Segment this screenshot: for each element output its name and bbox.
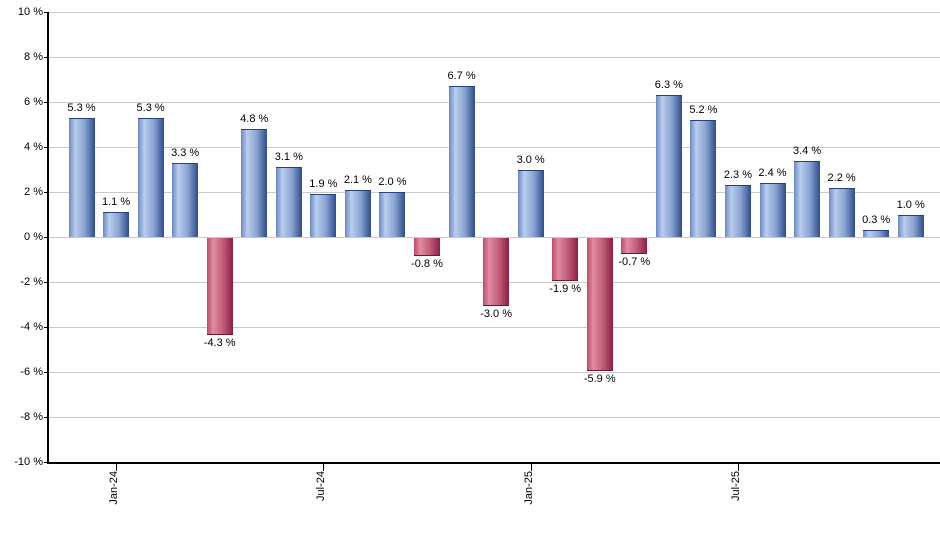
y-axis-line <box>47 12 49 464</box>
y-axis-label: -8 % <box>20 411 43 423</box>
y-gridline <box>48 237 940 238</box>
y-axis-tick <box>44 12 48 13</box>
x-axis-label: Jul-25 <box>729 471 742 501</box>
bar-value-label: 3.3 % <box>171 146 200 159</box>
bar <box>621 238 648 254</box>
bar <box>655 95 682 237</box>
x-axis-line <box>47 462 940 464</box>
bar <box>586 238 613 371</box>
y-axis-label: -10 % <box>14 456 43 468</box>
bar-value-label: 5.3 % <box>136 101 165 114</box>
bar <box>206 238 233 335</box>
bar-value-label: 5.2 % <box>689 104 718 116</box>
y-axis-label: 8 % <box>24 51 43 63</box>
y-axis-label: 2 % <box>24 186 43 198</box>
y-axis-tick <box>44 237 48 238</box>
y-gridline <box>48 147 940 148</box>
bar <box>68 117 95 237</box>
bar-value-label: 3.1 % <box>274 151 303 164</box>
bar <box>379 192 406 237</box>
bar-value-label: -3.0 % <box>480 307 512 320</box>
y-axis-label: 10 % <box>17 6 43 18</box>
bar <box>724 185 751 237</box>
bar-value-label: 2.2 % <box>827 171 856 184</box>
y-axis-tick <box>44 102 48 103</box>
y-axis-tick <box>44 372 48 373</box>
bar-value-label: 2.0 % <box>378 176 407 188</box>
bar <box>275 167 302 237</box>
bar-value-label: 4.8 % <box>240 113 269 125</box>
bar <box>344 189 371 237</box>
y-axis-label: 6 % <box>24 96 43 108</box>
y-axis-label: -2 % <box>20 276 43 288</box>
bar-value-label: 2.4 % <box>758 167 787 179</box>
y-axis-tick <box>44 147 48 148</box>
bar <box>794 160 821 237</box>
x-axis-tick <box>116 464 118 471</box>
bar <box>863 230 890 237</box>
bar <box>759 183 786 237</box>
bar <box>137 117 164 237</box>
x-axis-tick <box>530 464 532 471</box>
y-gridline <box>48 372 940 373</box>
bar-value-label: -1.9 % <box>549 282 582 295</box>
y-axis-label: -4 % <box>20 321 43 333</box>
y-gridline <box>48 57 940 58</box>
bar-value-label: 2.3 % <box>723 169 752 182</box>
bar <box>828 187 855 237</box>
y-gridline <box>48 102 940 103</box>
bar-value-label: -4.3 % <box>203 336 236 349</box>
bar <box>310 194 337 237</box>
bar <box>103 212 130 237</box>
bar-value-label: 5.3 % <box>67 101 96 114</box>
bar-value-label: -5.9 % <box>583 372 616 385</box>
x-axis-tick <box>323 464 325 471</box>
bar <box>414 238 440 256</box>
y-gridline <box>48 417 940 418</box>
bar-value-label: 3.0 % <box>516 153 545 166</box>
bar <box>552 238 579 281</box>
bar <box>241 129 268 237</box>
bar-value-label: -0.7 % <box>618 255 651 268</box>
bar-value-label: 1.1 % <box>101 196 131 209</box>
y-gridline <box>48 192 940 193</box>
y-gridline <box>48 327 940 328</box>
bar-value-label: 1.0 % <box>896 198 925 211</box>
bar-value-label: 6.7 % <box>447 70 476 83</box>
y-axis-label: 4 % <box>24 141 43 153</box>
y-axis-tick <box>44 417 48 418</box>
y-gridline <box>48 12 940 13</box>
bar-value-label: 0.3 % <box>862 214 891 227</box>
bar-value-label: 6.3 % <box>654 79 683 92</box>
y-axis-tick <box>44 327 48 328</box>
y-axis-tick <box>44 462 48 463</box>
y-axis-label: -6 % <box>20 366 43 378</box>
x-axis-label: Jan-24 <box>108 471 121 505</box>
y-axis-tick <box>44 57 48 58</box>
y-axis-tick <box>44 282 48 283</box>
x-axis-tick <box>737 464 739 471</box>
x-axis-label: Jul-24 <box>315 471 328 501</box>
bar-value-label: 2.1 % <box>343 173 372 186</box>
bar <box>483 238 510 306</box>
bar <box>897 214 924 237</box>
bar <box>172 162 199 237</box>
y-axis-tick <box>44 192 48 193</box>
y-axis-label: 0 % <box>24 231 43 243</box>
bar <box>690 120 717 237</box>
bar-value-label: -0.8 % <box>411 258 443 270</box>
bar-value-label: 1.9 % <box>309 178 338 191</box>
bar-value-label: 3.4 % <box>792 144 822 157</box>
bar <box>517 169 544 237</box>
x-axis-label: Jan-25 <box>522 471 535 505</box>
bar <box>448 86 475 237</box>
